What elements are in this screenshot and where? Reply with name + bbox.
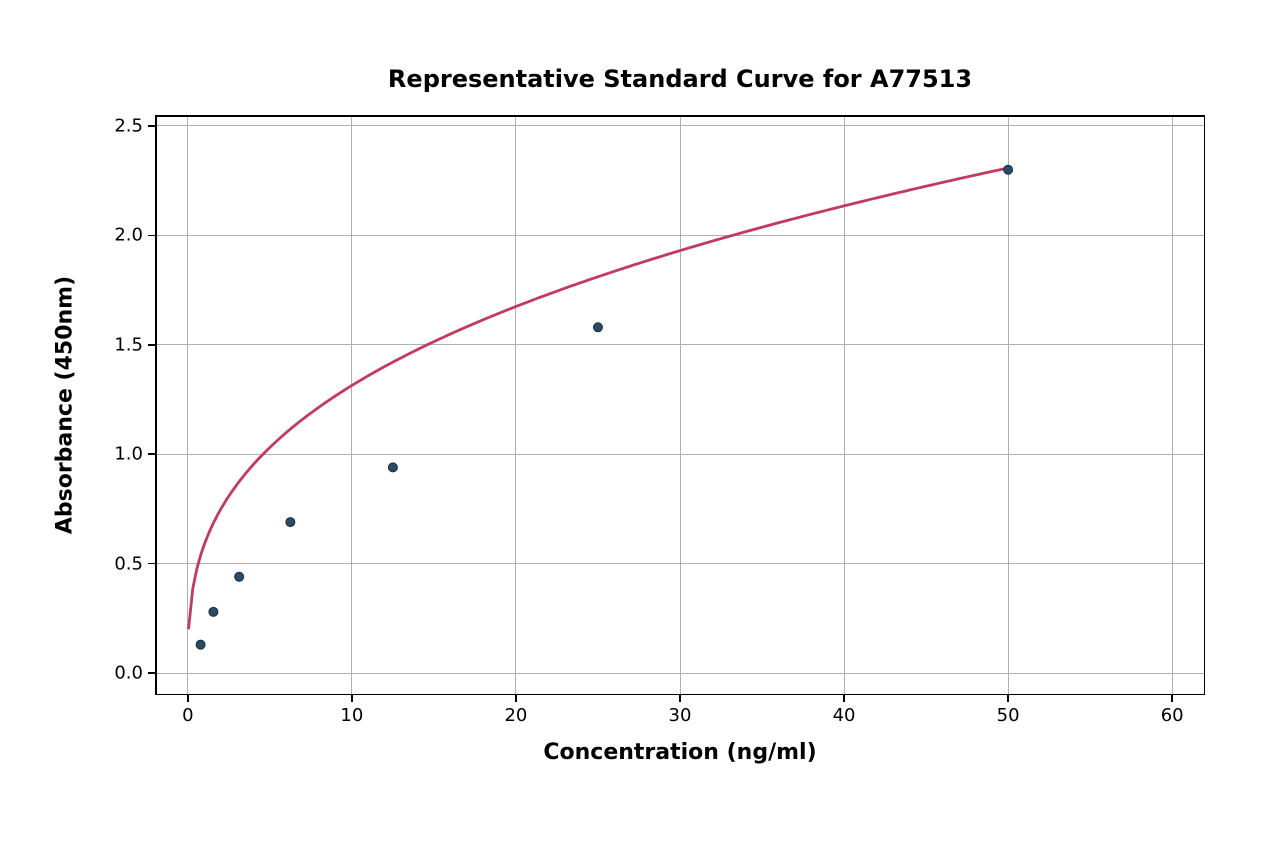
x-tick-label: 30 (669, 705, 692, 726)
data-point (593, 323, 602, 332)
data-point (388, 463, 397, 472)
y-tick-label: 2.5 (114, 115, 143, 136)
y-tick-mark (148, 672, 155, 674)
y-tick-mark (148, 453, 155, 455)
y-tick-mark (148, 563, 155, 565)
x-tick-mark (515, 695, 517, 702)
x-tick-label: 60 (1161, 705, 1184, 726)
plot-area (155, 115, 1205, 695)
x-tick-label: 20 (504, 705, 527, 726)
y-axis-label: Absorbance (450nm) (53, 276, 78, 534)
data-layer (155, 115, 1205, 695)
y-tick-mark (148, 125, 155, 127)
x-axis-label: Concentration (ng/ml) (543, 740, 816, 765)
fitted-curve (189, 168, 1008, 628)
y-tick-label: 2.0 (114, 225, 143, 246)
y-tick-mark (148, 344, 155, 346)
chart-title: Representative Standard Curve for A77513 (388, 65, 972, 93)
y-tick-mark (148, 235, 155, 237)
x-tick-mark (843, 695, 845, 702)
x-tick-mark (1171, 695, 1173, 702)
y-tick-label: 0.5 (114, 553, 143, 574)
y-tick-label: 1.5 (114, 334, 143, 355)
y-tick-label: 0.0 (114, 663, 143, 684)
x-tick-label: 10 (340, 705, 363, 726)
x-tick-mark (187, 695, 189, 702)
x-tick-label: 50 (997, 705, 1020, 726)
data-point (209, 607, 218, 616)
x-tick-label: 0 (182, 705, 193, 726)
data-point (196, 640, 205, 649)
data-point (286, 518, 295, 527)
data-point (235, 572, 244, 581)
data-point (1004, 165, 1013, 174)
x-tick-label: 40 (833, 705, 856, 726)
chart-figure: Representative Standard Curve for A77513… (0, 0, 1280, 845)
x-tick-mark (1007, 695, 1009, 702)
x-tick-mark (351, 695, 353, 702)
y-tick-label: 1.0 (114, 444, 143, 465)
x-tick-mark (679, 695, 681, 702)
